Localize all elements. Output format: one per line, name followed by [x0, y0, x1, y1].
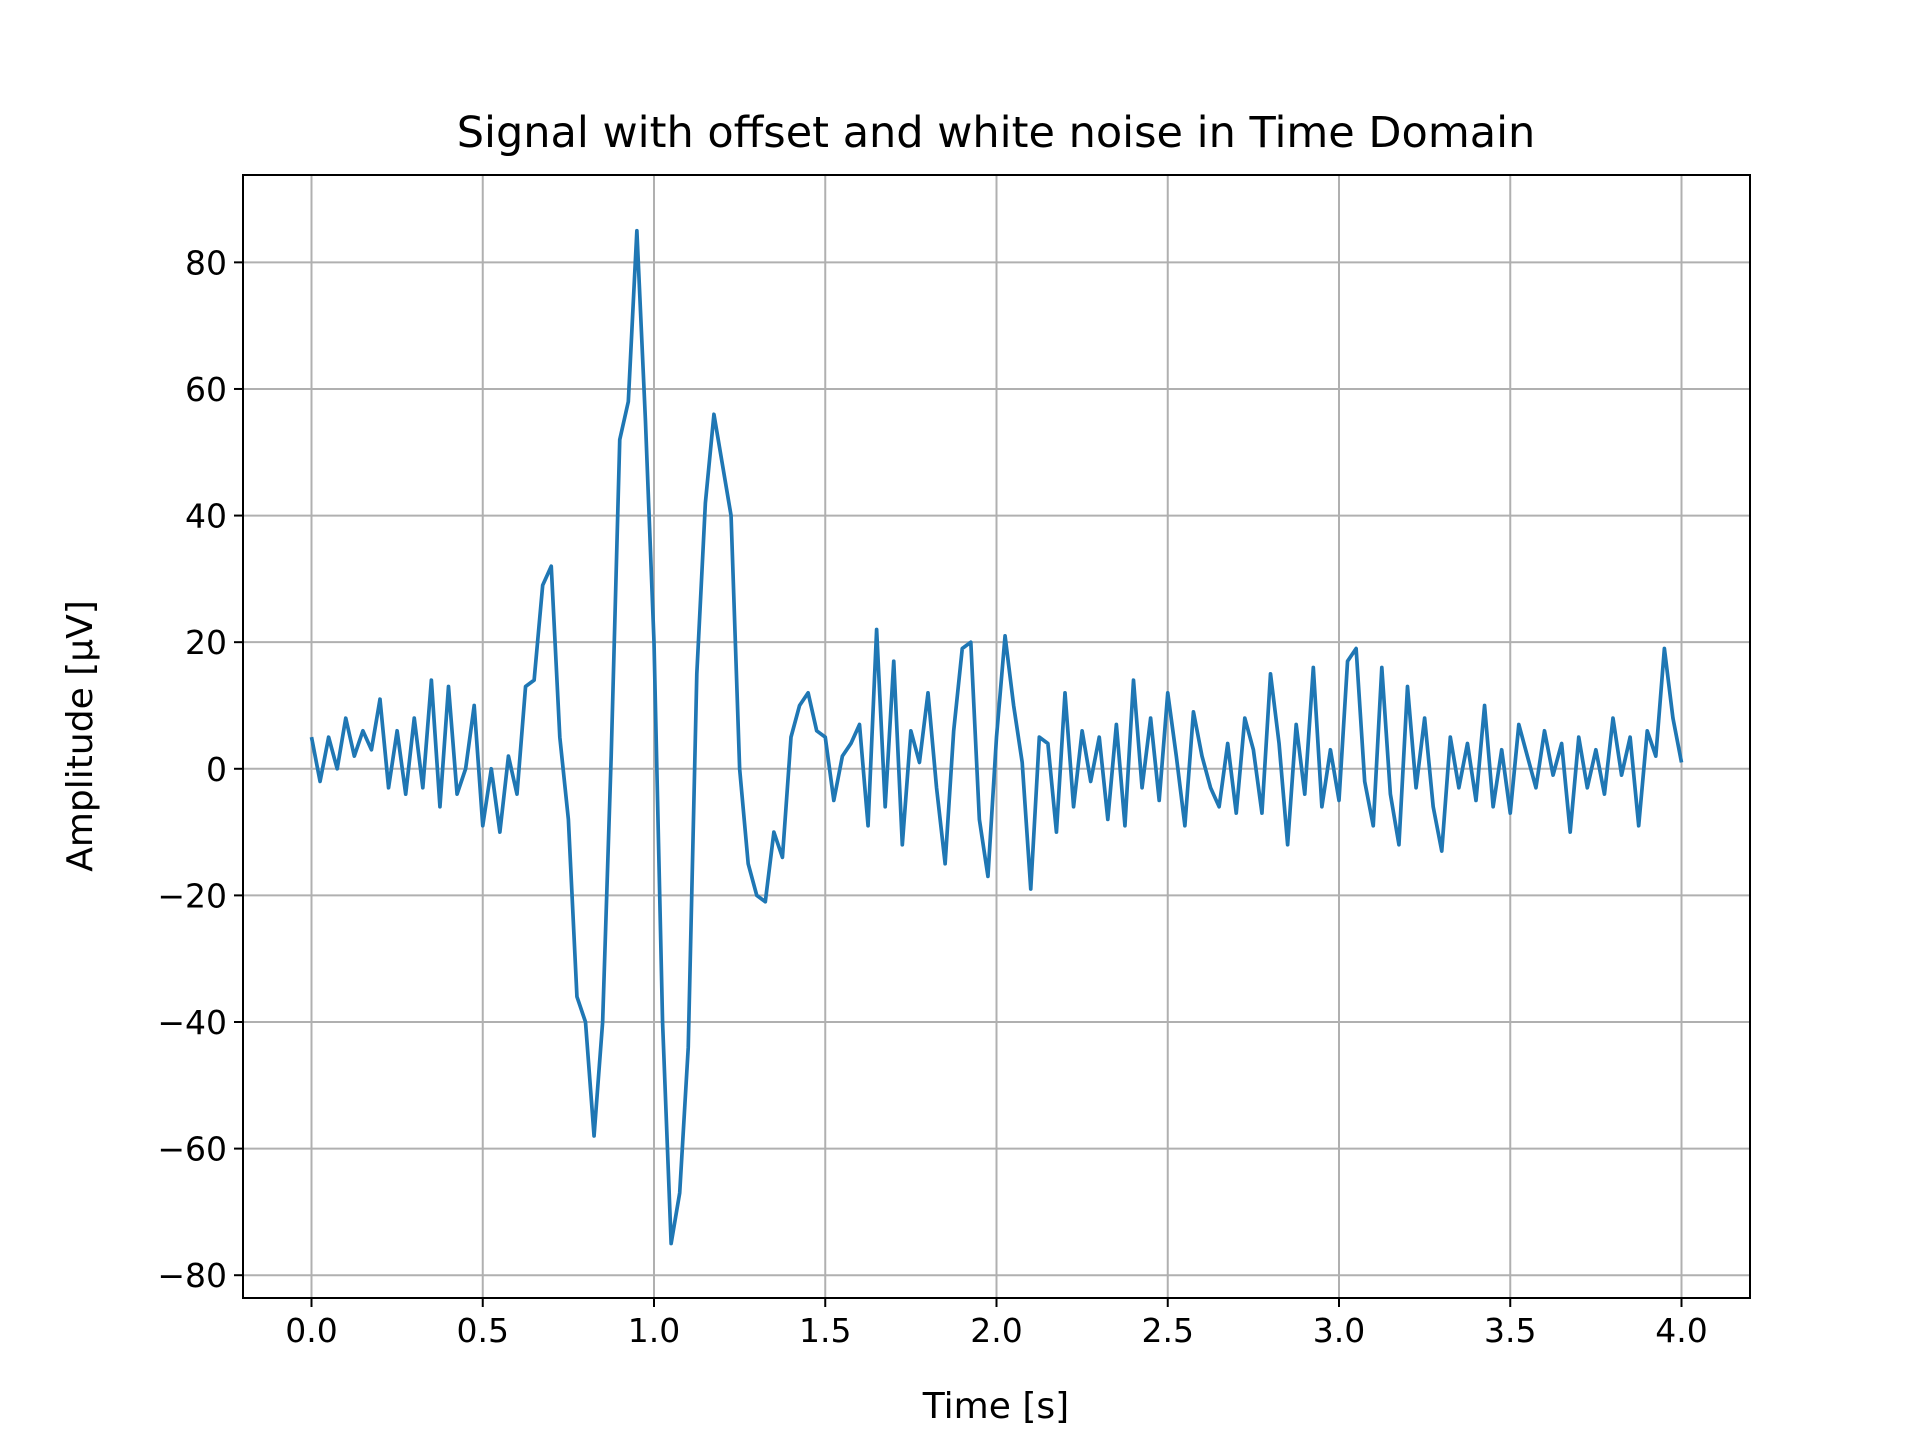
y-tick-label: −20	[157, 876, 227, 915]
signal-line	[309, 228, 1684, 1246]
y-tick-label: 20	[185, 623, 227, 662]
y-tick-label: 60	[185, 370, 227, 409]
x-axis-label: Time [s]	[922, 1386, 1069, 1427]
plot-frame	[242, 174, 1751, 1299]
x-tick-label: 4.0	[1655, 1311, 1707, 1350]
x-tick-label: 3.0	[1313, 1311, 1365, 1350]
y-tick-label: 80	[185, 243, 227, 282]
x-tick-label: 1.5	[799, 1311, 851, 1350]
y-tick-label: 0	[206, 750, 227, 789]
y-tick-label: −60	[157, 1130, 227, 1169]
x-tick-label: 2.0	[970, 1311, 1022, 1350]
x-tick-label: 2.5	[1142, 1311, 1194, 1350]
x-tick-label: 3.5	[1484, 1311, 1536, 1350]
chart-title: Signal with offset and white noise in Ti…	[457, 108, 1536, 158]
x-tick-label: 0.0	[285, 1311, 337, 1350]
y-axis-label: Amplitude [μV]	[60, 600, 101, 872]
y-tick-label: −40	[157, 1003, 227, 1042]
x-tick-label: 1.0	[628, 1311, 680, 1350]
x-tick-label: 0.5	[457, 1311, 509, 1350]
y-tick-label: 40	[185, 497, 227, 536]
y-tick-label: −80	[157, 1256, 227, 1295]
